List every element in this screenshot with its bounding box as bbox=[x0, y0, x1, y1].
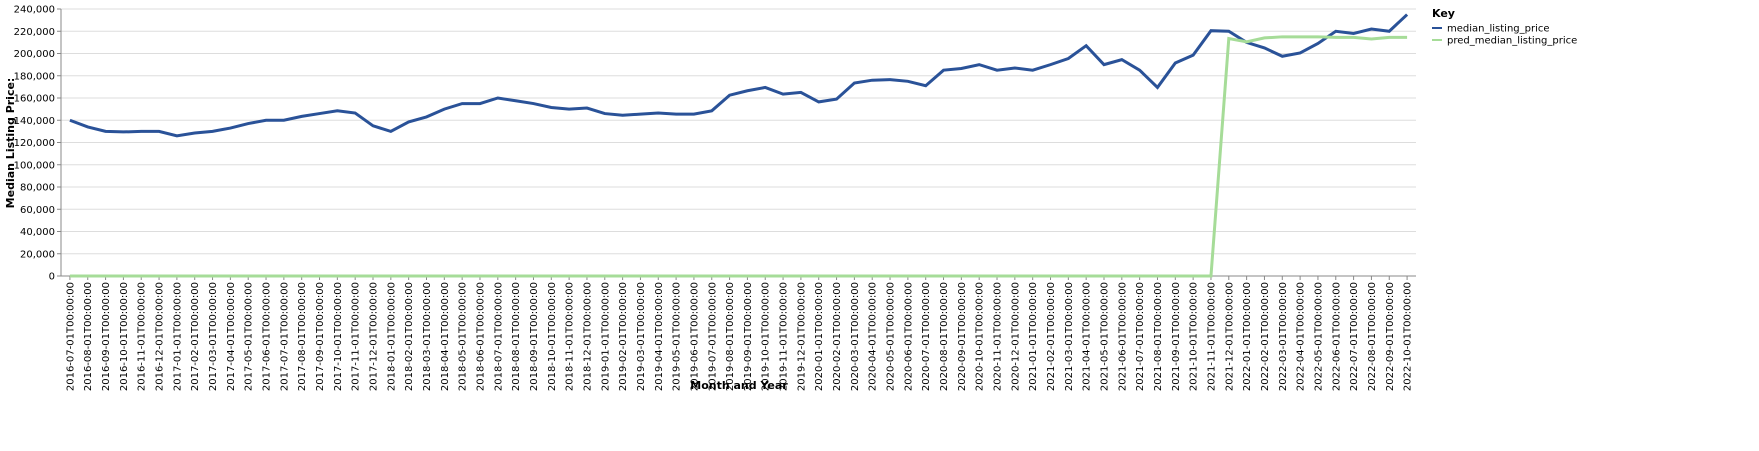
y-tick-label: 200,000 bbox=[14, 49, 55, 60]
x-tick-label: 2021-06-01T00:00:00 bbox=[1117, 282, 1128, 391]
x-tick-label: 2019-03-01T00:00:00 bbox=[636, 282, 647, 391]
y-tick-label: 0 bbox=[49, 272, 55, 283]
x-tick-label: 2019-02-01T00:00:00 bbox=[618, 282, 629, 391]
x-tick-label: 2018-02-01T00:00:00 bbox=[404, 282, 415, 391]
x-tick-label: 2021-01-01T00:00:00 bbox=[1028, 282, 1039, 391]
legend-label: median_listing_price bbox=[1447, 24, 1550, 35]
x-tick-label: 2022-04-01T00:00:00 bbox=[1296, 282, 1307, 391]
y-tick-label: 100,000 bbox=[14, 160, 55, 171]
y-tick-label: 40,000 bbox=[20, 227, 55, 238]
x-tick-label: 2017-05-01T00:00:00 bbox=[244, 282, 255, 391]
y-tick-label: 60,000 bbox=[20, 205, 55, 216]
x-axis-title: Month and Year bbox=[690, 379, 788, 392]
x-tick-label: 2020-12-01T00:00:00 bbox=[1010, 282, 1021, 391]
x-tick-label: 2019-08-01T00:00:00 bbox=[725, 282, 736, 391]
y-tick-label: 220,000 bbox=[14, 27, 55, 38]
x-tick-label: 2022-03-01T00:00:00 bbox=[1278, 282, 1289, 391]
x-tick-label: 2020-05-01T00:00:00 bbox=[886, 282, 897, 391]
x-tick-label: 2018-10-01T00:00:00 bbox=[547, 282, 558, 391]
x-tick-label: 2018-04-01T00:00:00 bbox=[440, 282, 451, 391]
y-axis-title: Median Listing Price: bbox=[4, 78, 17, 209]
x-tick-label: 2018-08-01T00:00:00 bbox=[511, 282, 522, 391]
x-tick-label: 2021-03-01T00:00:00 bbox=[1064, 282, 1075, 391]
x-tick-label: 2018-05-01T00:00:00 bbox=[458, 282, 469, 391]
x-tick-label: 2018-07-01T00:00:00 bbox=[493, 282, 504, 391]
x-tick-label: 2022-02-01T00:00:00 bbox=[1260, 282, 1271, 391]
x-tick-label: 2022-10-01T00:00:00 bbox=[1403, 282, 1414, 391]
x-tick-label: 2020-10-01T00:00:00 bbox=[975, 282, 986, 391]
x-tick-label: 2020-02-01T00:00:00 bbox=[832, 282, 843, 391]
x-tick-label: 2016-10-01T00:00:00 bbox=[119, 282, 130, 391]
y-tick-label: 240,000 bbox=[14, 5, 55, 16]
y-tick-label: 20,000 bbox=[20, 249, 55, 260]
x-tick-label: 2020-08-01T00:00:00 bbox=[939, 282, 950, 391]
x-tick-label: 2022-07-01T00:00:00 bbox=[1349, 282, 1360, 391]
x-tick-label: 2019-05-01T00:00:00 bbox=[672, 282, 683, 391]
x-tick-label: 2017-01-01T00:00:00 bbox=[172, 282, 183, 391]
x-tick-label: 2016-12-01T00:00:00 bbox=[155, 282, 166, 391]
x-tick-label: 2020-11-01T00:00:00 bbox=[993, 282, 1004, 391]
legend-label: pred_median_listing_price bbox=[1447, 36, 1577, 47]
x-tick-label: 2016-07-01T00:00:00 bbox=[65, 282, 76, 391]
y-tick-label: 120,000 bbox=[14, 138, 55, 149]
x-tick-label: 2018-12-01T00:00:00 bbox=[582, 282, 593, 391]
x-tick-label: 2022-06-01T00:00:00 bbox=[1331, 282, 1342, 391]
x-tick-label: 2021-10-01T00:00:00 bbox=[1189, 282, 1200, 391]
x-tick-label: 2017-04-01T00:00:00 bbox=[226, 282, 237, 391]
x-tick-label: 2017-03-01T00:00:00 bbox=[208, 282, 219, 391]
x-tick-label: 2021-07-01T00:00:00 bbox=[1135, 282, 1146, 391]
x-tick-label: 2021-08-01T00:00:00 bbox=[1153, 282, 1164, 391]
x-tick-label: 2022-05-01T00:00:00 bbox=[1313, 282, 1324, 391]
x-tick-label: 2019-11-01T00:00:00 bbox=[779, 282, 790, 391]
x-tick-label: 2021-05-01T00:00:00 bbox=[1099, 282, 1110, 391]
x-tick-label: 2017-12-01T00:00:00 bbox=[369, 282, 380, 391]
x-tick-label: 2018-06-01T00:00:00 bbox=[475, 282, 486, 391]
x-tick-label: 2020-07-01T00:00:00 bbox=[921, 282, 932, 391]
x-tick-label: 2021-04-01T00:00:00 bbox=[1082, 282, 1093, 391]
y-tick-label: 160,000 bbox=[14, 94, 55, 105]
x-tick-label: 2018-03-01T00:00:00 bbox=[422, 282, 433, 391]
x-tick-label: 2019-12-01T00:00:00 bbox=[796, 282, 807, 391]
x-tick-label: 2017-10-01T00:00:00 bbox=[333, 282, 344, 391]
x-tick-label: 2021-11-01T00:00:00 bbox=[1206, 282, 1217, 391]
x-tick-label: 2019-04-01T00:00:00 bbox=[654, 282, 665, 391]
x-tick-label: 2020-09-01T00:00:00 bbox=[957, 282, 968, 391]
x-tick-label: 2022-09-01T00:00:00 bbox=[1385, 282, 1396, 391]
x-tick-label: 2017-06-01T00:00:00 bbox=[262, 282, 273, 391]
x-tick-label: 2019-07-01T00:00:00 bbox=[707, 282, 718, 391]
legend-title: Key bbox=[1432, 7, 1455, 20]
x-tick-label: 2019-09-01T00:00:00 bbox=[743, 282, 754, 391]
x-tick-label: 2016-09-01T00:00:00 bbox=[101, 282, 112, 391]
x-tick-label: 2020-06-01T00:00:00 bbox=[903, 282, 914, 391]
line bbox=[69, 35, 1408, 278]
x-tick-label: 2019-10-01T00:00:00 bbox=[761, 282, 772, 391]
x-tick-label: 2017-02-01T00:00:00 bbox=[190, 282, 201, 391]
x-tick-label: 2022-08-01T00:00:00 bbox=[1367, 282, 1378, 391]
x-tick-label: 2018-09-01T00:00:00 bbox=[529, 282, 540, 391]
x-tick-label: 2020-01-01T00:00:00 bbox=[814, 282, 825, 391]
x-tick-label: 2016-11-01T00:00:00 bbox=[137, 282, 148, 391]
x-tick-label: 2022-01-01T00:00:00 bbox=[1242, 282, 1253, 391]
x-tick-label: 2016-08-01T00:00:00 bbox=[83, 282, 94, 391]
x-tick-label: 2017-11-01T00:00:00 bbox=[351, 282, 362, 391]
x-tick-label: 2017-08-01T00:00:00 bbox=[297, 282, 308, 391]
y-tick-label: 80,000 bbox=[20, 183, 55, 194]
x-tick-label: 2020-04-01T00:00:00 bbox=[868, 282, 879, 391]
x-tick-label: 2021-02-01T00:00:00 bbox=[1046, 282, 1057, 391]
y-tick-label: 180,000 bbox=[14, 71, 55, 82]
x-tick-label: 2017-07-01T00:00:00 bbox=[279, 282, 290, 391]
x-tick-label: 2018-11-01T00:00:00 bbox=[565, 282, 576, 391]
x-tick-label: 2021-12-01T00:00:00 bbox=[1224, 282, 1235, 391]
x-tick-label: 2019-01-01T00:00:00 bbox=[600, 282, 611, 391]
y-tick-label: 140,000 bbox=[14, 116, 55, 127]
x-tick-label: 2020-03-01T00:00:00 bbox=[850, 282, 861, 391]
x-tick-label: 2021-09-01T00:00:00 bbox=[1171, 282, 1182, 391]
x-tick-label: 2019-06-01T00:00:00 bbox=[689, 282, 700, 391]
x-tick-label: 2017-09-01T00:00:00 bbox=[315, 282, 326, 391]
line bbox=[69, 13, 1409, 138]
x-tick-label: 2018-01-01T00:00:00 bbox=[386, 282, 397, 391]
